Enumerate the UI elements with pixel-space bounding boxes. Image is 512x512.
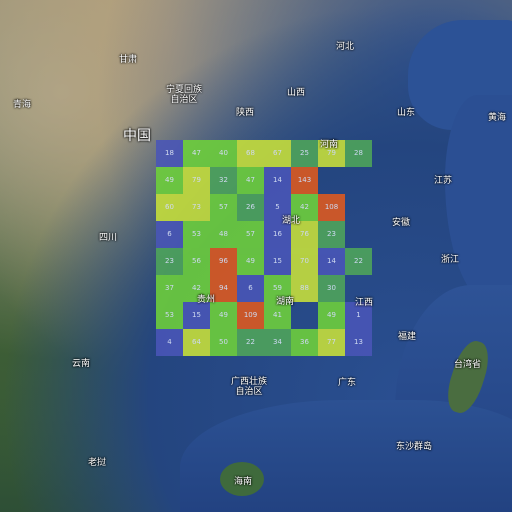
heatmap-cell[interactable]: 59 — [264, 275, 291, 302]
place-hubei: 湖北 — [282, 216, 301, 226]
place-zhejiang: 浙江 — [441, 255, 460, 265]
heatmap-cell[interactable]: 16 — [264, 221, 291, 248]
heatmap-cell[interactable]: 34 — [264, 329, 291, 356]
heatmap-cell[interactable]: 67 — [264, 140, 291, 167]
place-yunnan: 云南 — [72, 359, 91, 369]
heatmap-cell[interactable]: 36 — [291, 329, 318, 356]
heatmap-grid[interactable]: 18 47 40 68 67 25 79 28 49 79 32 47 14 143 60 73 57 26 5 42… — [156, 140, 512, 512]
heatmap-cell[interactable]: 96 — [210, 248, 237, 275]
heatmap-cell[interactable]: 6 — [237, 275, 264, 302]
heatmap-cell[interactable]: 41 — [264, 302, 291, 329]
heatmap-cell[interactable]: 15 — [264, 248, 291, 275]
heatmap-cell[interactable]: 14 — [318, 248, 345, 275]
place-fujian: 福建 — [398, 332, 417, 342]
place-shandong: 山东 — [397, 108, 416, 118]
heatmap-cell[interactable]: 32 — [210, 167, 237, 194]
place-hebei: 河北 — [336, 42, 355, 52]
place-laos: 老挝 — [88, 458, 107, 468]
place-shaanxi: 陕西 — [236, 108, 255, 118]
place-sichuan: 四川 — [99, 233, 118, 243]
heatmap-cell[interactable]: 56 — [183, 248, 210, 275]
hainan-island — [220, 462, 264, 496]
heatmap-cell[interactable]: 6 — [156, 221, 183, 248]
heatmap-cell[interactable]: 53 — [183, 221, 210, 248]
place-guizhou: 贵州 — [197, 295, 216, 305]
heatmap-cell[interactable]: 143 — [291, 167, 318, 194]
heatmap-cell[interactable]: 57 — [210, 194, 237, 221]
place-gansu: 甘肃 — [119, 55, 138, 65]
heatmap-cell[interactable]: 42 — [291, 194, 318, 221]
heatmap-cell[interactable]: 1 — [345, 302, 372, 329]
heatmap-cell[interactable]: 5 — [264, 194, 291, 221]
heatmap-cell[interactable]: 109 — [237, 302, 264, 329]
heatmap-cell[interactable]: 47 — [237, 167, 264, 194]
place-guangxi: 广西壮族 自治区 — [231, 377, 268, 397]
heatmap-cell[interactable]: 22 — [345, 248, 372, 275]
heatmap-cell[interactable]: 49 — [318, 302, 345, 329]
heatmap-cell[interactable]: 49 — [237, 248, 264, 275]
place-hunan: 湖南 — [276, 297, 295, 307]
place-taiwan: 台湾省 — [454, 360, 482, 370]
place-qinghai: 青海 — [13, 100, 32, 110]
heatmap-cell[interactable]: 70 — [291, 248, 318, 275]
heatmap-cell[interactable]: 23 — [156, 248, 183, 275]
heatmap-cell[interactable]: 49 — [210, 302, 237, 329]
country-china: 中国 — [123, 128, 151, 144]
place-ningxia: 宁夏回族 自治区 — [166, 85, 203, 105]
heatmap-cell[interactable]: 4 — [156, 329, 183, 356]
heatmap-cell[interactable]: 22 — [237, 329, 264, 356]
heatmap-cell[interactable]: 79 — [318, 140, 345, 167]
heatmap-cell[interactable]: 88 — [291, 275, 318, 302]
heatmap-cell[interactable]: 73 — [183, 194, 210, 221]
heatmap-cell[interactable]: 40 — [210, 140, 237, 167]
heatmap-cell[interactable]: 94 — [210, 275, 237, 302]
place-anhui: 安徽 — [392, 218, 411, 228]
heatmap-cell[interactable]: 48 — [210, 221, 237, 248]
place-jiangxi: 江西 — [355, 298, 374, 308]
heatmap-cell[interactable]: 47 — [183, 140, 210, 167]
heatmap-cell[interactable]: 57 — [237, 221, 264, 248]
heatmap-cell[interactable]: 13 — [345, 329, 372, 356]
heatmap-cell[interactable]: 26 — [237, 194, 264, 221]
place-dongsha: 东沙群岛 — [396, 442, 433, 452]
heatmap-cell[interactable]: 60 — [156, 194, 183, 221]
heatmap-cell[interactable]: 42 — [183, 275, 210, 302]
heatmap-cell[interactable]: 28 — [345, 140, 372, 167]
heatmap-cell[interactable]: 49 — [156, 167, 183, 194]
heatmap-cell[interactable]: 77 — [318, 329, 345, 356]
heatmap-cell[interactable]: 15 — [183, 302, 210, 329]
heatmap-cell[interactable]: 76 — [291, 221, 318, 248]
heatmap-cell[interactable]: 64 — [183, 329, 210, 356]
heatmap-cell[interactable]: 18 — [156, 140, 183, 167]
heatmap-cell[interactable]: 50 — [210, 329, 237, 356]
place-shanxi: 山西 — [287, 88, 306, 98]
heatmap-cell[interactable]: 79 — [183, 167, 210, 194]
place-yellow-sea: 黄海 — [488, 113, 507, 123]
heatmap-cell[interactable]: 14 — [264, 167, 291, 194]
heatmap-cell[interactable]: 25 — [291, 140, 318, 167]
heatmap-cell[interactable]: 37 — [156, 275, 183, 302]
heatmap-cell[interactable]: 108 — [318, 194, 345, 221]
heatmap-cell[interactable]: 68 — [237, 140, 264, 167]
heatmap-cell[interactable]: 23 — [318, 221, 345, 248]
place-guangdong: 广东 — [338, 378, 357, 388]
place-jiangsu: 江苏 — [434, 176, 453, 186]
heatmap-cell[interactable]: 53 — [156, 302, 183, 329]
heatmap-cell[interactable]: 30 — [318, 275, 345, 302]
place-henan: 河南 — [320, 140, 339, 150]
place-hainan: 海南 — [234, 477, 253, 487]
